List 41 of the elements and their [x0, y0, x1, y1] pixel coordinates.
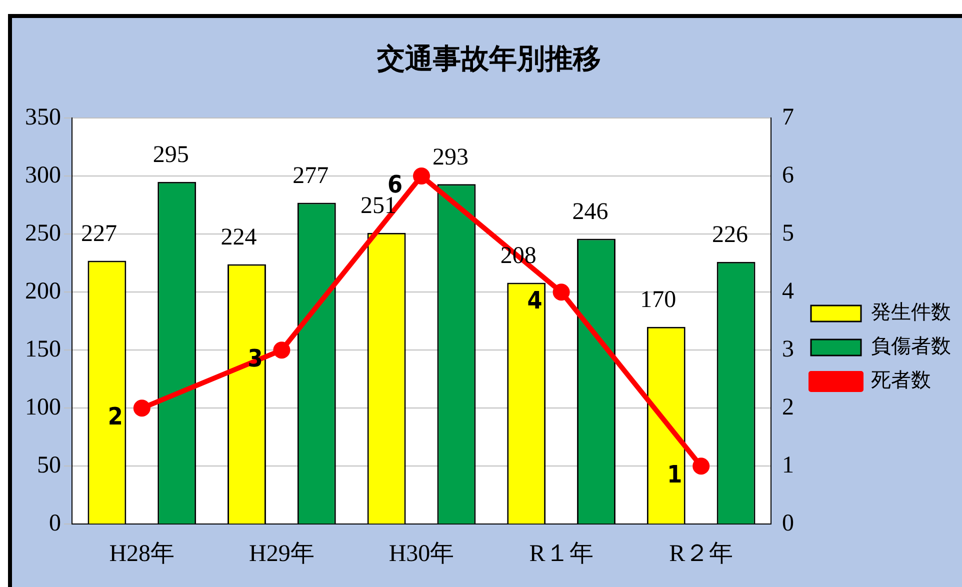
point — [273, 342, 290, 359]
data-label: 224 — [220, 224, 257, 251]
point — [552, 284, 570, 301]
y2-tick-label: 5 — [782, 220, 794, 246]
y2-tick-label: 1 — [782, 452, 794, 478]
y-tick-label: 50 — [37, 452, 61, 478]
data-label: 277 — [292, 163, 329, 190]
y-tick-label: 0 — [49, 510, 61, 536]
point — [133, 400, 150, 417]
legend-label: 発生件数 — [871, 300, 951, 324]
y2-tick-label: 0 — [782, 510, 794, 536]
y2-tick-label: 7 — [782, 104, 794, 130]
data-label: 227 — [80, 221, 117, 248]
y2-tick-label: 6 — [782, 162, 794, 188]
data-label: 1 — [667, 460, 682, 488]
legend-label: 死者数 — [871, 368, 931, 392]
y2-tick-label: 4 — [782, 278, 794, 304]
data-label: 295 — [152, 142, 189, 168]
x-tick-label: R２年 — [669, 540, 734, 567]
chart-title: 交通事故年別推移 — [376, 41, 602, 77]
legend-label: 負傷者数 — [871, 334, 951, 358]
y2-tick-label: 2 — [782, 394, 794, 420]
data-label: 293 — [432, 144, 468, 170]
y-tick-label: 250 — [25, 220, 61, 246]
point — [692, 458, 710, 475]
y-tick-label: 200 — [25, 278, 61, 304]
x-tick-label: H28年 — [109, 540, 175, 567]
x-tick-label: H29年 — [249, 540, 314, 567]
y-tick-label: 350 — [25, 104, 61, 130]
data-label: 226 — [712, 222, 748, 248]
x-tick-label: R１年 — [529, 540, 594, 567]
y2-tick-label: 3 — [782, 336, 794, 362]
y-tick-label: 300 — [25, 162, 61, 188]
data-label: 4 — [527, 286, 542, 314]
data-label: 246 — [572, 198, 608, 225]
point — [413, 168, 430, 185]
data-label: 170 — [640, 287, 676, 314]
y-tick-label: 100 — [25, 394, 61, 420]
x-tick-label: H30年 — [388, 540, 454, 567]
y-tick-label: 150 — [25, 336, 61, 362]
data-label: 2 — [108, 402, 123, 430]
